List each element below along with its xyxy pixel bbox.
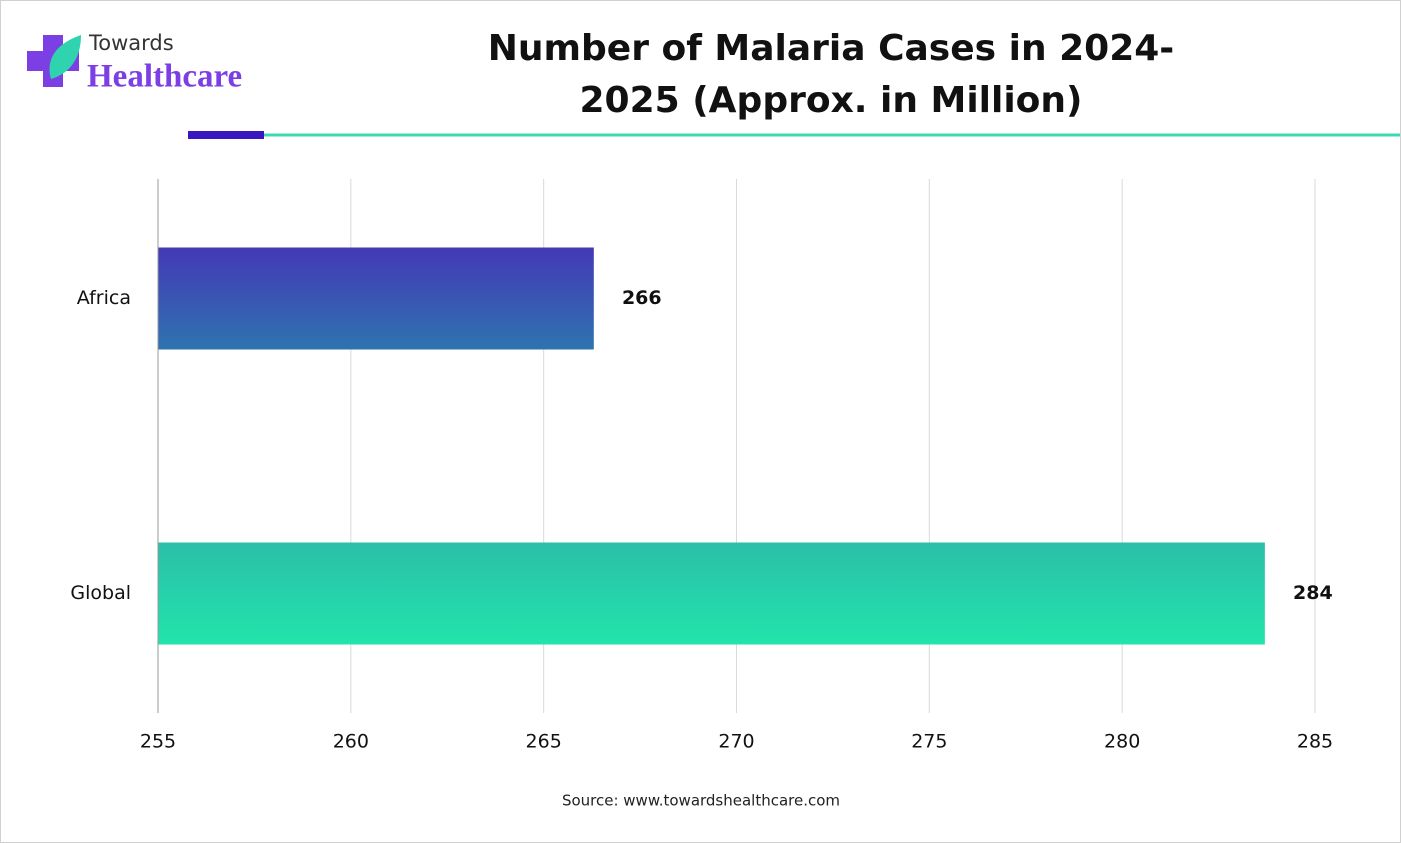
chart-title: Number of Malaria Cases in 2024-2025 (Ap… [487,28,1175,121]
bar [158,247,594,350]
value-label: 284 [1293,582,1333,604]
x-tick-label: 260 [333,731,369,753]
x-tick-label: 280 [1104,731,1140,753]
y-tick-label: Global [70,582,131,604]
bar [158,542,1265,645]
x-tick-label: 275 [911,731,947,753]
logo-icon [27,35,81,87]
x-tick-label: 265 [526,731,562,753]
logo-text: Towards [88,31,174,55]
value-label: 266 [622,287,662,309]
x-tick-label: 270 [718,731,754,753]
x-tick-label: 255 [140,731,176,753]
y-tick-label: Africa [77,287,131,309]
source: Source: www.towardshealthcare.com [562,792,840,810]
x-tick-label: 285 [1297,731,1333,753]
logo-text: Healthcare [87,59,242,95]
